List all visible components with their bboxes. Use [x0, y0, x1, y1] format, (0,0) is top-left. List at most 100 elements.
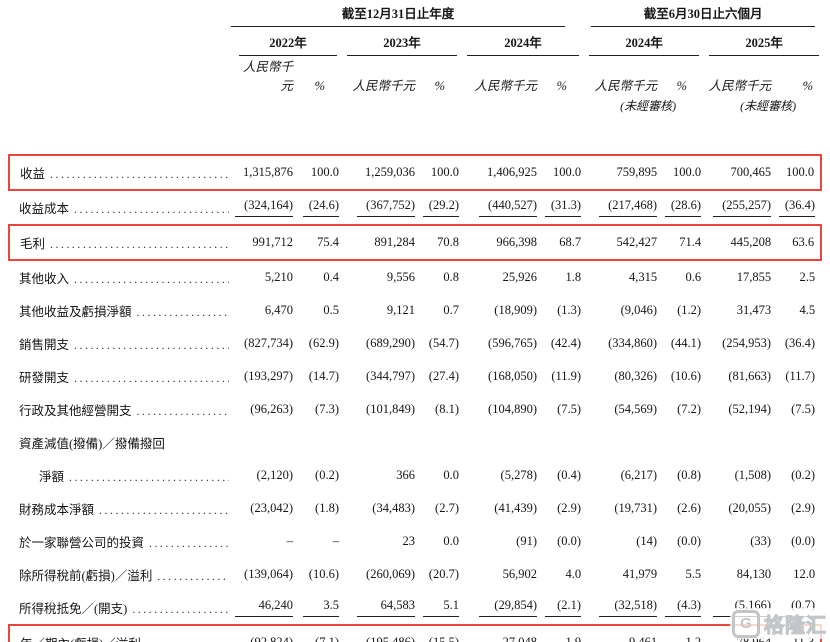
value-cell: 31,473: [736, 303, 772, 317]
value-cell: (0.0): [677, 534, 702, 548]
dot-leader: ........................................…: [157, 571, 229, 583]
year-2022: 2022年: [231, 27, 339, 56]
value-cell: (344,797): [366, 369, 415, 383]
value-cell: 25,926: [502, 270, 537, 284]
value-cell: 0.8: [443, 270, 459, 284]
gelonghui-logo-icon: G: [732, 609, 760, 638]
value-cell: (5,278): [500, 468, 537, 482]
dot-leader: ........................................…: [146, 639, 229, 642]
table-row: 淨額 .....................................…: [9, 459, 821, 492]
row-label: 銷售開支: [19, 338, 70, 352]
row-label-cell: 除所得稅前(虧損)／溢利 ...........................…: [9, 558, 231, 591]
label-column-spacer: [9, 97, 231, 117]
row-label: 收益: [20, 167, 46, 181]
value-cell: 366: [396, 468, 415, 482]
value-cell: 1,259,036: [339, 154, 415, 191]
value-cell: (11.9): [551, 369, 582, 383]
row-label-cell: 收益成本 ...................................…: [9, 190, 231, 225]
value-cell: (139,064): [244, 567, 293, 581]
value-cell: 6,470: [264, 303, 293, 317]
label-column-spacer: [9, 56, 231, 97]
value-cell: (62.9): [308, 336, 339, 350]
value-cell: 4.5: [799, 303, 816, 317]
table-row: 收益 .....................................…: [8, 154, 823, 191]
value-cell: (827,734): [244, 336, 293, 350]
value-cell: [231, 426, 293, 459]
row-label-cell: 行政及其他經營開支 ..............................…: [9, 393, 231, 426]
value-cell: 100.0: [771, 154, 823, 191]
dot-leader: ........................................…: [136, 307, 229, 319]
value-cell: (28.6): [657, 190, 702, 225]
value-cell: (44.1): [670, 336, 702, 350]
dot-leader: ........................................…: [74, 340, 229, 352]
gelonghui-watermark-text: 格隆汇: [764, 615, 827, 638]
value-cell: [339, 426, 415, 459]
table-row: 除所得稅前(虧損)／溢利 ...........................…: [9, 558, 821, 591]
table-row: 年／期內(虧損)／溢利 ............................…: [8, 624, 823, 642]
value-cell: 100.0: [293, 154, 339, 191]
dot-leader: ........................................…: [149, 538, 229, 550]
value-cell: (7.5): [557, 402, 582, 416]
value-cell: 1,315,876: [231, 154, 293, 191]
row-label: 收益成本: [19, 202, 70, 216]
value-cell: (15.5): [415, 624, 459, 642]
value-cell: [581, 426, 657, 459]
value-cell: (81,663): [728, 369, 772, 383]
value-cell: (0.0): [557, 534, 582, 548]
row-label: 資產減值(撥備)／撥備撥回: [19, 437, 165, 451]
value-cell: 75.4: [293, 224, 339, 261]
value-cell: 84,130: [736, 567, 772, 581]
unit-rmb-thousand: 人民幣千元: [474, 79, 537, 93]
value-cell: (41,439): [494, 501, 537, 515]
unaudited-note-2024: (未經審核): [620, 99, 677, 113]
group-interim: 截至6月30日止六個月: [581, 3, 821, 27]
dot-leader: ........................................…: [99, 505, 229, 517]
value-cell: (54,569): [614, 402, 658, 416]
unit-rmb-thousand: 人民幣千元: [708, 79, 772, 93]
value-cell: (23,042): [250, 501, 293, 515]
value-cell: 4,315: [628, 270, 658, 284]
value-cell: (36.4): [784, 336, 816, 350]
value-cell: 0.4: [323, 270, 339, 284]
table-row: 銷售開支 ...................................…: [9, 327, 821, 360]
table-row: 所得稅抵免／(開支) .............................…: [9, 591, 821, 625]
value-cell: 0.6: [685, 270, 702, 284]
value-cell: (11.7): [785, 369, 816, 383]
value-cell: 5.5: [685, 567, 702, 581]
value-cell: (32,518): [581, 591, 658, 625]
value-cell: [657, 426, 701, 459]
value-cell: 9,461: [581, 624, 658, 642]
row-label-cell: 銷售開支 ...................................…: [9, 327, 231, 360]
value-cell: (104,890): [488, 402, 537, 416]
year-2023: 2023年: [339, 27, 459, 56]
value-cell: (596,765): [488, 336, 537, 350]
table-row: 於一家聯營公司的投資 .............................…: [9, 525, 821, 558]
period-6m-2025: 2025年: [701, 27, 821, 56]
value-cell: (31.3): [537, 190, 582, 225]
value-cell: (2.9): [791, 501, 816, 515]
unit-percent: %: [802, 79, 814, 93]
value-cell: (14.7): [308, 369, 339, 383]
value-cell: (334,860): [608, 336, 658, 350]
value-cell: (96,263): [250, 402, 293, 416]
value-cell: 100.0: [537, 154, 582, 191]
value-cell: 100.0: [415, 154, 459, 191]
value-cell: 0.5: [323, 303, 339, 317]
dot-leader: ........................................…: [74, 373, 229, 385]
row-label-cell: 所得稅抵免／(開支) .............................…: [9, 591, 231, 625]
value-cell: (2.7): [435, 501, 459, 515]
period-group-row: 截至12月31日止年度 截至6月30日止六個月: [9, 3, 821, 27]
header-gap: [9, 117, 821, 155]
label-column-spacer: [9, 3, 231, 27]
value-cell: (1.3): [557, 303, 582, 317]
table-row: 研發開支 ...................................…: [9, 360, 821, 393]
row-label-cell: 其他收入 ...................................…: [9, 260, 231, 294]
row-label-cell: 財務成本淨額 .................................…: [9, 492, 231, 525]
value-cell: (36.4): [771, 190, 821, 225]
row-label-cell: 研發開支 ...................................…: [9, 360, 231, 393]
table-body: 收益 .....................................…: [8, 154, 823, 642]
table-row: 其他收益及虧損淨額 ..............................…: [9, 294, 821, 327]
value-cell: 891,284: [339, 224, 415, 261]
value-cell: (2,120): [256, 468, 293, 482]
value-cell: (1.8): [315, 501, 339, 515]
